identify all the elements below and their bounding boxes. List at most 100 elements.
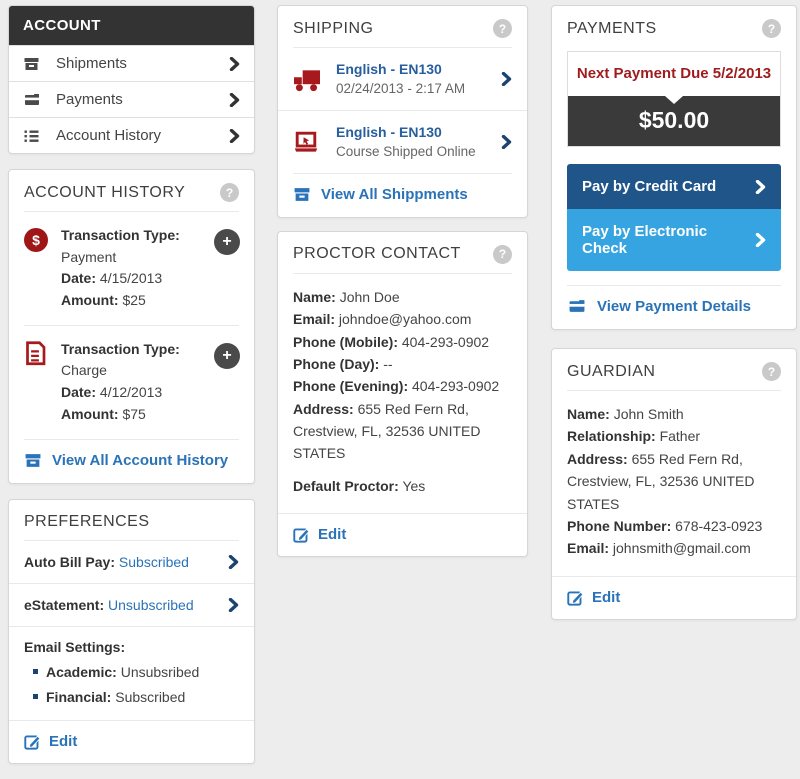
- transaction-type-value: Payment: [61, 248, 117, 265]
- chevron-right-icon: [228, 597, 239, 612]
- guardian-address: Address: 655 Red Fern Rd, Crestview, FL,…: [567, 450, 755, 512]
- help-icon[interactable]: ?: [762, 19, 781, 38]
- proctor-edit-link[interactable]: Edit: [278, 513, 527, 556]
- transaction-amount-value: $25: [122, 292, 146, 309]
- chevron-right-icon: [501, 71, 512, 86]
- divider: [293, 172, 512, 174]
- guardian-name: Name: John Smith: [567, 406, 684, 422]
- proctor-default: Default Proctor: Yes: [293, 477, 426, 494]
- estatement-label: eStatement:: [24, 596, 105, 613]
- chevron-right-icon: [501, 134, 512, 149]
- transaction-date-label: Date:: [61, 270, 97, 287]
- edit-label: Edit: [318, 526, 347, 544]
- divider: [24, 324, 239, 326]
- package-icon: [293, 186, 311, 203]
- shipment-row-physical[interactable]: English - EN130 02/24/2013 - 2:17 AM: [278, 48, 527, 110]
- laptop-icon: [293, 130, 323, 154]
- next-payment-due-text: Next Payment Due 5/2/2013: [568, 52, 780, 96]
- card-title: PROCTOR CONTACT: [293, 245, 461, 263]
- transaction-type-label: Transaction Type:: [61, 227, 180, 243]
- button-label: Pay by Electronic Check: [582, 223, 708, 257]
- proctor-contact-card: PROCTOR CONTACT ? Name: John Doe Email: …: [277, 230, 528, 558]
- next-payment-panel: Next Payment Due 5/2/2013 $50.00: [567, 51, 781, 147]
- divider: [567, 390, 781, 391]
- shipment-date: 02/24/2013 - 2:17 AM: [336, 81, 466, 97]
- guardian-card: GUARDIAN ? Name: John Smith Relationship…: [551, 348, 797, 620]
- estatement-value: Unsubscribed: [108, 596, 194, 613]
- card-title: PREFERENCES: [24, 512, 150, 530]
- card-title: PAYMENTS: [567, 19, 657, 37]
- transaction-date-label: Date:: [61, 384, 97, 401]
- help-icon[interactable]: ?: [762, 362, 781, 381]
- credit-card-icon: [567, 298, 587, 315]
- auto-bill-pay-row[interactable]: Auto Bill Pay: Subscribed: [9, 541, 254, 584]
- help-icon[interactable]: ?: [220, 183, 239, 202]
- transaction-date-value: 4/12/2013: [99, 384, 163, 401]
- edit-label: Edit: [592, 588, 621, 606]
- edit-label: Edit: [49, 732, 78, 750]
- view-all-account-history-link[interactable]: View All Account History: [9, 440, 254, 483]
- link-label: View All Shippments: [321, 185, 468, 203]
- chevron-right-icon: [229, 56, 240, 71]
- email-item-value: Subscribed: [115, 688, 186, 705]
- expand-plus-button[interactable]: +: [214, 229, 240, 255]
- expand-plus-button[interactable]: +: [214, 342, 240, 369]
- transaction-date-value: 4/15/2013: [99, 270, 163, 287]
- view-payment-details-link[interactable]: View Payment Details: [552, 286, 796, 329]
- left-column: ACCOUNT Shipments Payments Account Histo…: [8, 5, 255, 779]
- payments-card: PAYMENTS ? Next Payment Due 5/2/2013 $50…: [551, 5, 797, 330]
- divider: [24, 438, 239, 440]
- shipment-row-online[interactable]: English - EN130 Course Shipped Online: [278, 109, 527, 173]
- menu-item-payments[interactable]: Payments: [9, 81, 254, 117]
- dollar-glyph: $: [32, 232, 40, 248]
- divider: [293, 47, 512, 48]
- payment-amount: $50.00: [568, 96, 780, 146]
- chevron-right-icon: [228, 554, 239, 569]
- proctor-phone-mobile: Phone (Mobile): 404-293-0902: [293, 333, 490, 350]
- shipping-card: SHIPPING ? English - EN130 02/24/2013 - …: [277, 5, 528, 218]
- menu-item-shipments[interactable]: Shipments: [9, 45, 254, 81]
- square-bullet-icon: [33, 669, 38, 674]
- help-icon[interactable]: ?: [493, 244, 512, 264]
- preferences-edit-link[interactable]: Edit: [9, 719, 254, 763]
- chevron-right-icon: [229, 128, 240, 143]
- proctor-address: Address: 655 Red Fern Rd, Crestview, FL,…: [293, 400, 481, 462]
- guardian-edit-link[interactable]: Edit: [552, 575, 796, 619]
- divider: [24, 539, 239, 541]
- menu-item-label: Account History: [56, 127, 162, 144]
- pay-by-credit-card-button[interactable]: Pay by Credit Card: [567, 164, 781, 209]
- shipment-course: English - EN130: [336, 61, 442, 77]
- email-item-label: Financial:: [46, 688, 112, 705]
- menu-item-label: Payments: [56, 91, 123, 108]
- account-menu-card: ACCOUNT Shipments Payments Account Histo…: [8, 5, 255, 154]
- account-menu-title: ACCOUNT: [9, 6, 254, 45]
- credit-card-icon: [23, 92, 45, 108]
- pay-by-electronic-check-button[interactable]: Pay by Electronic Check: [567, 209, 781, 271]
- preferences-card: PREFERENCES Auto Bill Pay: Subscribed eS…: [8, 498, 255, 764]
- proctor-email: Email: johndoe@yahoo.com: [293, 311, 472, 328]
- link-label: View Payment Details: [597, 298, 751, 315]
- chevron-right-icon: [755, 179, 766, 194]
- transaction-type-label: Transaction Type:: [61, 340, 180, 357]
- card-title: SHIPPING: [293, 19, 374, 37]
- account-history-card: ACCOUNT HISTORY ? $ Transaction Type: Pa…: [8, 169, 255, 484]
- estatement-row[interactable]: eStatement: Unsubscribed: [9, 584, 254, 627]
- square-bullet-icon: [33, 694, 38, 699]
- divider: [567, 285, 781, 286]
- edit-pencil-icon: [293, 526, 310, 543]
- transaction-row: Transaction Type: Charge Date: 4/12/2013…: [9, 326, 254, 439]
- transaction-amount-label: Amount:: [61, 405, 119, 422]
- email-item-label: Academic:: [46, 663, 117, 680]
- help-icon[interactable]: ?: [493, 19, 512, 38]
- middle-column: SHIPPING ? English - EN130 02/24/2013 - …: [277, 5, 528, 570]
- proctor-details: Name: John Doe Email: johndoe@yahoo.com …: [278, 274, 527, 514]
- button-label: Pay by Credit Card: [582, 178, 717, 195]
- link-label: View All Account History: [52, 451, 229, 469]
- view-all-shipments-link[interactable]: View All Shippments: [278, 174, 527, 217]
- package-icon: [23, 56, 45, 72]
- chevron-right-icon: [229, 92, 240, 107]
- menu-item-account-history[interactable]: Account History: [9, 117, 254, 153]
- email-setting-academic: Academic: Unsubsribed: [33, 664, 239, 680]
- menu-item-label: Shipments: [56, 55, 127, 72]
- auto-bill-pay-label: Auto Bill Pay:: [24, 553, 116, 570]
